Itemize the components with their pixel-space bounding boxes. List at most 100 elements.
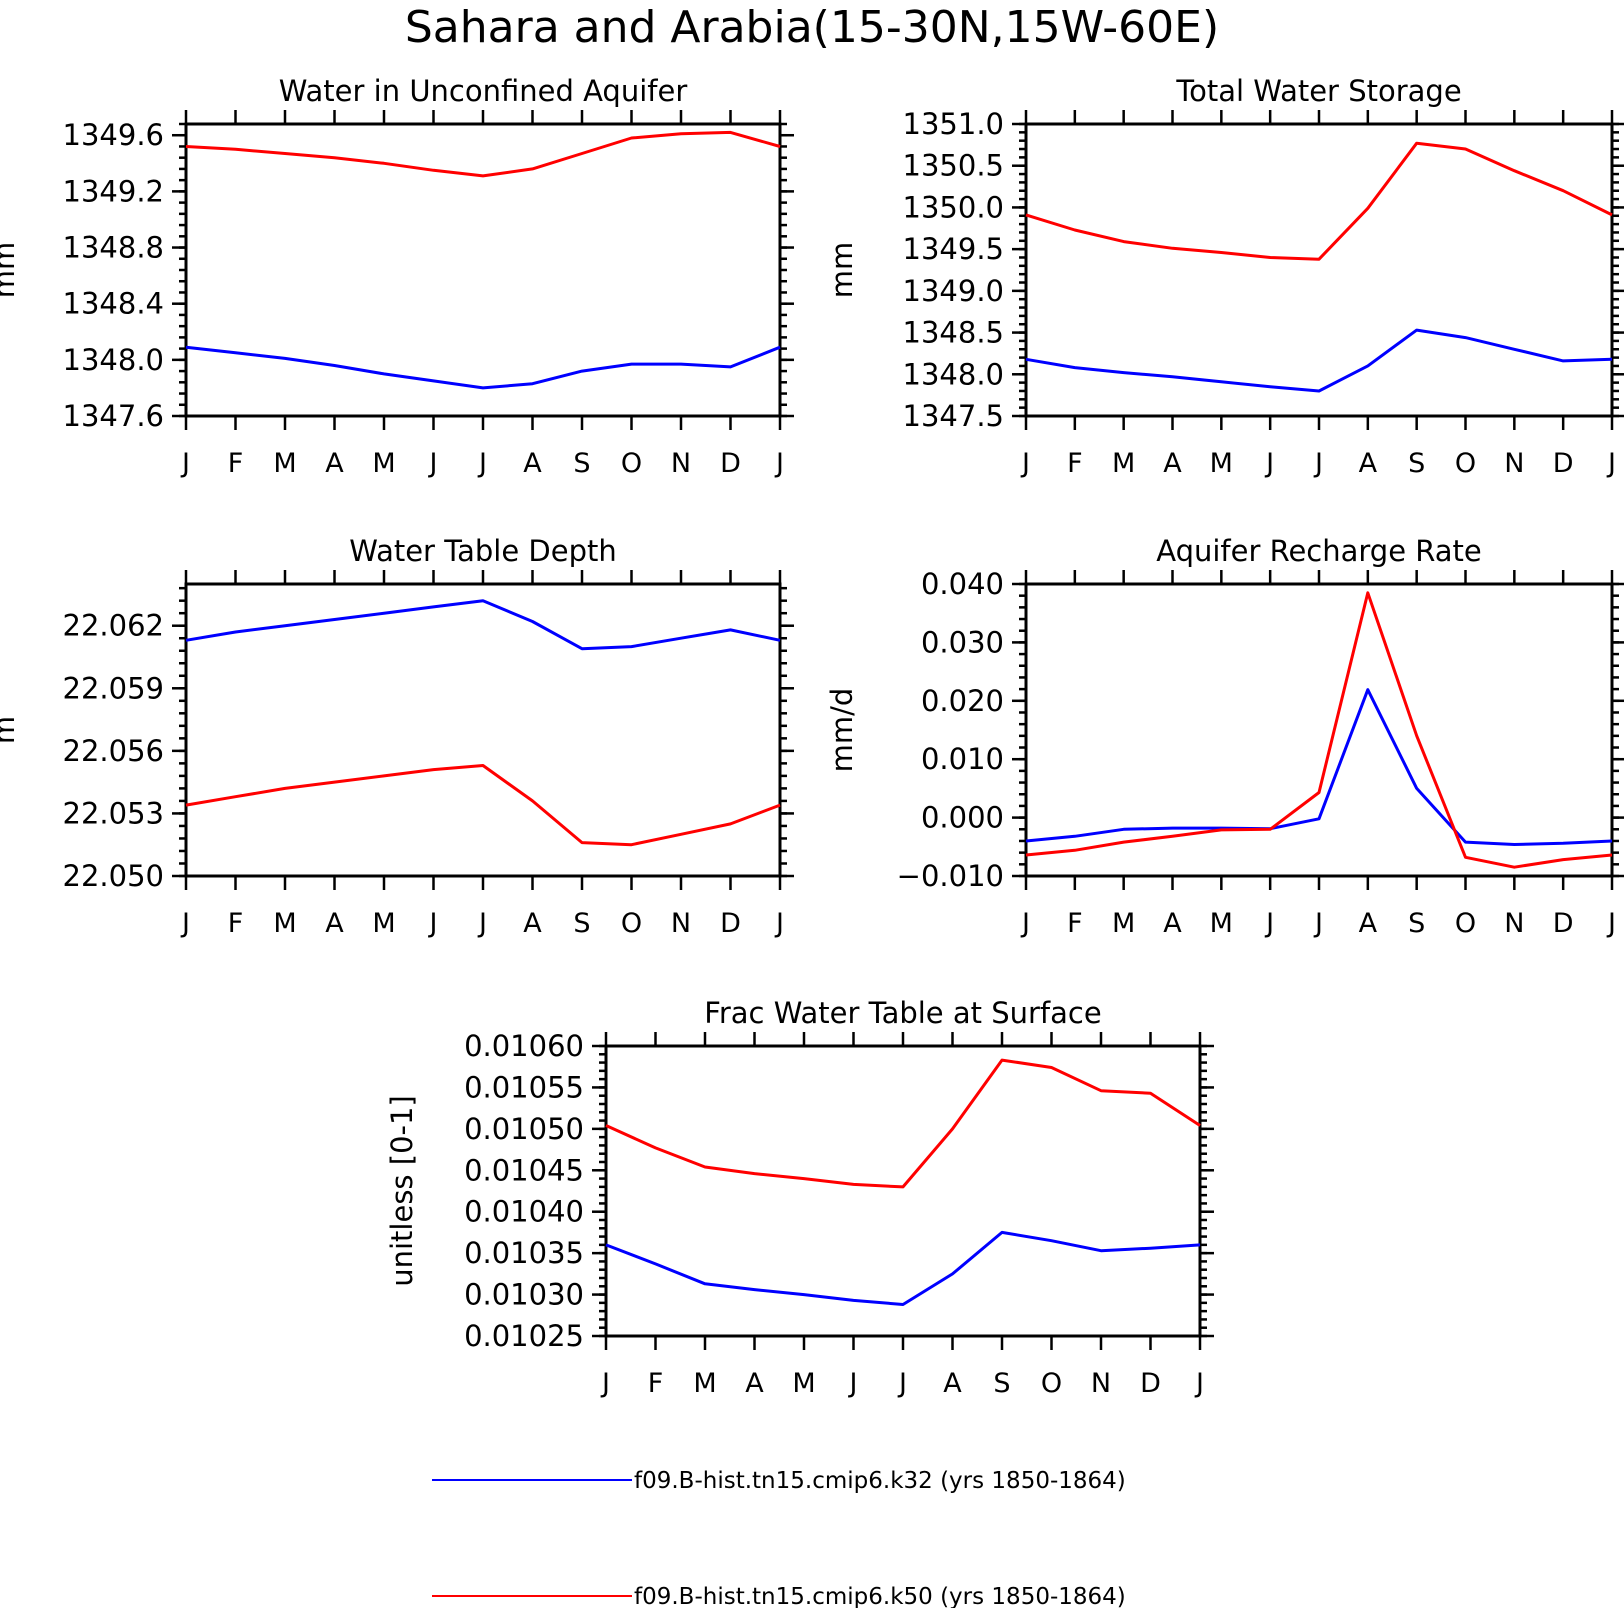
- x-tick-label: J: [1194, 1368, 1204, 1399]
- x-tick-label: D: [720, 908, 741, 939]
- x-tick-label: M: [792, 1368, 815, 1399]
- y-tick-label: 22.050: [63, 859, 164, 893]
- x-tick-label: N: [671, 448, 691, 479]
- y-tick-label: 1348.8: [63, 231, 164, 265]
- x-tick-label: M: [1112, 448, 1135, 479]
- x-tick-label: J: [774, 448, 784, 479]
- x-tick-label: S: [993, 1368, 1010, 1399]
- y-tick-label: 22.053: [63, 796, 164, 830]
- x-tick-label: M: [273, 908, 296, 939]
- y-tick-label: −0.010: [897, 859, 1004, 893]
- x-tick-label: O: [621, 908, 642, 939]
- x-tick-label: J: [428, 448, 438, 479]
- legend-label: f09.B-hist.tn15.cmip6.k32 (yrs 1850-1864…: [634, 1468, 1126, 1494]
- y-axis-label: m: [0, 716, 21, 744]
- y-tick-label: 1347.5: [903, 399, 1004, 433]
- y-tick-label: 1348.0: [903, 357, 1004, 391]
- x-tick-label: A: [745, 1368, 764, 1399]
- x-tick-label: J: [1606, 908, 1616, 939]
- x-tick-label: D: [1553, 448, 1574, 479]
- legend-label: f09.B-hist.tn15.cmip6.k50 (yrs 1850-1864…: [634, 1584, 1126, 1608]
- x-tick-label: O: [1455, 448, 1476, 479]
- x-tick-label: J: [1264, 908, 1274, 939]
- x-tick-label: M: [273, 448, 296, 479]
- y-tick-label: 0.01045: [464, 1153, 584, 1187]
- panel-title: Water in Unconfined Aquifer: [279, 74, 688, 108]
- y-tick-label: 1348.5: [903, 316, 1004, 350]
- series-line-k50: [185, 764, 781, 847]
- x-tick-label: A: [1163, 448, 1182, 479]
- y-tick-label: 1348.0: [63, 343, 164, 377]
- series-line-k32: [185, 345, 781, 390]
- y-axis-label: mm: [825, 242, 859, 299]
- x-tick-label: F: [228, 448, 244, 479]
- panel-title: Aquifer Recharge Rate: [1156, 534, 1482, 568]
- y-tick-label: 0.01030: [464, 1278, 584, 1312]
- x-tick-label: M: [372, 908, 395, 939]
- y-tick-label: 0.01040: [464, 1195, 584, 1229]
- y-tick-label: 0.020: [921, 684, 1004, 718]
- y-tick-label: 0.030: [921, 625, 1004, 659]
- x-tick-label: S: [573, 448, 590, 479]
- x-tick-label: A: [325, 448, 344, 479]
- x-tick-label: J: [774, 908, 784, 939]
- x-tick-label: M: [1210, 908, 1233, 939]
- x-tick-label: J: [600, 1368, 610, 1399]
- x-tick-label: A: [325, 908, 344, 939]
- y-tick-label: 1349.2: [63, 174, 164, 208]
- series-line-k50: [1025, 141, 1613, 261]
- x-tick-label: A: [1163, 908, 1182, 939]
- y-tick-label: 0.040: [921, 567, 1004, 601]
- x-tick-label: M: [1112, 908, 1135, 939]
- y-axis-label: unitless [0-1]: [385, 1095, 419, 1287]
- x-tick-label: D: [1140, 1368, 1161, 1399]
- x-tick-label: M: [372, 448, 395, 479]
- x-tick-label: A: [523, 448, 542, 479]
- x-tick-label: O: [1041, 1368, 1062, 1399]
- x-tick-label: O: [1455, 908, 1476, 939]
- series-line-k50: [605, 1058, 1201, 1189]
- y-tick-label: 0.01050: [464, 1112, 584, 1146]
- y-tick-label: 1347.6: [63, 399, 164, 433]
- plot-frame: [604, 1044, 1202, 1338]
- legend: f09.B-hist.tn15.cmip6.k32 (yrs 1850-1864…: [432, 1468, 1126, 1608]
- y-tick-label: 1349.5: [903, 232, 1004, 266]
- y-tick-label: 22.056: [63, 734, 164, 768]
- x-tick-label: F: [1067, 908, 1083, 939]
- y-tick-label: 1350.0: [903, 190, 1004, 224]
- y-axis-label: mm: [0, 242, 21, 299]
- series-line-k50: [185, 130, 781, 178]
- x-tick-label: J: [477, 448, 487, 479]
- y-tick-label: 0.01025: [464, 1319, 584, 1353]
- y-tick-label: 1349.0: [903, 274, 1004, 308]
- x-tick-label: N: [671, 908, 691, 939]
- y-tick-label: 1350.5: [903, 149, 1004, 183]
- x-tick-label: D: [720, 448, 741, 479]
- x-tick-label: J: [477, 908, 487, 939]
- y-tick-label: 0.01035: [464, 1236, 584, 1270]
- x-tick-label: F: [228, 908, 244, 939]
- x-tick-label: M: [693, 1368, 716, 1399]
- x-tick-label: S: [573, 908, 590, 939]
- panel-title: Frac Water Table at Surface: [704, 996, 1101, 1030]
- y-tick-label: 0.01060: [464, 1029, 584, 1063]
- x-tick-label: J: [1313, 448, 1323, 479]
- x-tick-label: N: [1504, 908, 1524, 939]
- panel-title: Water Table Depth: [349, 534, 617, 568]
- series-line-k32: [1025, 688, 1613, 846]
- y-tick-label: 22.062: [63, 609, 164, 643]
- x-tick-label: M: [1210, 448, 1233, 479]
- x-tick-label: A: [1359, 908, 1378, 939]
- x-tick-label: J: [848, 1368, 858, 1399]
- y-tick-label: 0.000: [921, 801, 1004, 835]
- series-line-k32: [185, 599, 781, 651]
- x-tick-label: F: [1067, 448, 1083, 479]
- x-tick-label: J: [1264, 448, 1274, 479]
- plot-frame: [184, 122, 782, 418]
- x-tick-label: O: [621, 448, 642, 479]
- y-axis-label: mm/d: [825, 688, 859, 773]
- x-tick-label: F: [648, 1368, 664, 1399]
- y-tick-label: 1348.4: [63, 287, 164, 321]
